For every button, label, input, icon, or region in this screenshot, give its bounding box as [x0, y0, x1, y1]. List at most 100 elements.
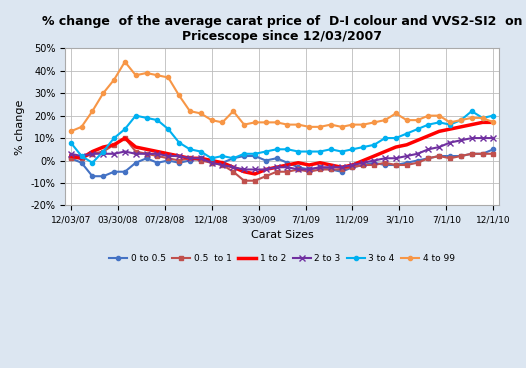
2 to 3 — [393, 156, 399, 160]
3 to 4 — [133, 113, 139, 118]
3 to 4 — [100, 149, 106, 154]
0 to 0.5 — [414, 158, 421, 163]
0.5  to 1 — [144, 152, 150, 156]
1 to 2 — [479, 120, 485, 125]
0.5  to 1 — [176, 158, 182, 163]
2 to 3 — [144, 152, 150, 156]
0.5  to 1 — [317, 167, 323, 172]
0 to 0.5 — [328, 167, 334, 172]
0 to 0.5 — [122, 170, 128, 174]
4 to 99 — [262, 120, 269, 125]
0 to 0.5 — [165, 158, 171, 163]
1 to 2 — [458, 125, 464, 129]
2 to 3 — [360, 160, 367, 165]
0.5  to 1 — [328, 167, 334, 172]
0.5  to 1 — [403, 163, 410, 167]
1 to 2 — [100, 145, 106, 149]
3 to 4 — [458, 118, 464, 122]
4 to 99 — [479, 116, 485, 120]
0 to 0.5 — [67, 156, 74, 160]
0.5  to 1 — [187, 156, 193, 160]
1 to 2 — [360, 158, 367, 163]
0.5  to 1 — [122, 136, 128, 140]
0 to 0.5 — [78, 160, 85, 165]
4 to 99 — [252, 120, 258, 125]
1 to 2 — [198, 156, 204, 160]
0 to 0.5 — [317, 165, 323, 169]
0.5  to 1 — [436, 154, 442, 158]
3 to 4 — [328, 147, 334, 152]
4 to 99 — [425, 113, 431, 118]
0.5  to 1 — [360, 163, 367, 167]
1 to 2 — [382, 149, 388, 154]
3 to 4 — [187, 147, 193, 152]
0.5  to 1 — [165, 156, 171, 160]
0 to 0.5 — [154, 160, 160, 165]
0 to 0.5 — [360, 163, 367, 167]
0 to 0.5 — [208, 160, 215, 165]
0.5  to 1 — [306, 170, 312, 174]
4 to 99 — [122, 60, 128, 64]
X-axis label: Carat Sizes: Carat Sizes — [251, 230, 313, 240]
0 to 0.5 — [89, 174, 96, 178]
1 to 2 — [122, 136, 128, 140]
3 to 4 — [176, 140, 182, 145]
0.5  to 1 — [349, 165, 356, 169]
4 to 99 — [198, 111, 204, 116]
0 to 0.5 — [198, 156, 204, 160]
1 to 2 — [284, 163, 290, 167]
4 to 99 — [382, 118, 388, 122]
3 to 4 — [382, 136, 388, 140]
0 to 0.5 — [458, 154, 464, 158]
4 to 99 — [339, 125, 345, 129]
2 to 3 — [154, 152, 160, 156]
2 to 3 — [89, 152, 96, 156]
4 to 99 — [241, 123, 247, 127]
2 to 3 — [230, 165, 236, 169]
0.5  to 1 — [339, 167, 345, 172]
0 to 0.5 — [393, 163, 399, 167]
2 to 3 — [208, 160, 215, 165]
3 to 4 — [490, 113, 497, 118]
3 to 4 — [165, 127, 171, 131]
3 to 4 — [469, 109, 475, 113]
3 to 4 — [339, 149, 345, 154]
3 to 4 — [447, 123, 453, 127]
0 to 0.5 — [479, 152, 485, 156]
2 to 3 — [371, 158, 377, 163]
4 to 99 — [393, 111, 399, 116]
2 to 3 — [100, 152, 106, 156]
2 to 3 — [165, 154, 171, 158]
0.5  to 1 — [67, 156, 74, 160]
0.5  to 1 — [447, 156, 453, 160]
1 to 2 — [187, 156, 193, 160]
1 to 2 — [78, 156, 85, 160]
2 to 3 — [469, 136, 475, 140]
4 to 99 — [306, 125, 312, 129]
1 to 2 — [403, 142, 410, 147]
0.5  to 1 — [414, 160, 421, 165]
0 to 0.5 — [100, 174, 106, 178]
1 to 2 — [208, 158, 215, 163]
1 to 2 — [414, 138, 421, 142]
1 to 2 — [219, 160, 226, 165]
1 to 2 — [317, 160, 323, 165]
0 to 0.5 — [274, 156, 280, 160]
2 to 3 — [67, 152, 74, 156]
Y-axis label: % change: % change — [15, 99, 25, 155]
Line: 1 to 2: 1 to 2 — [70, 123, 493, 174]
0 to 0.5 — [284, 160, 290, 165]
0.5  to 1 — [133, 149, 139, 154]
4 to 99 — [100, 91, 106, 95]
1 to 2 — [306, 163, 312, 167]
3 to 4 — [403, 131, 410, 136]
3 to 4 — [284, 147, 290, 152]
2 to 3 — [425, 147, 431, 152]
0 to 0.5 — [111, 170, 117, 174]
4 to 99 — [360, 123, 367, 127]
3 to 4 — [67, 140, 74, 145]
3 to 4 — [241, 152, 247, 156]
2 to 3 — [284, 165, 290, 169]
2 to 3 — [490, 136, 497, 140]
4 to 99 — [414, 118, 421, 122]
